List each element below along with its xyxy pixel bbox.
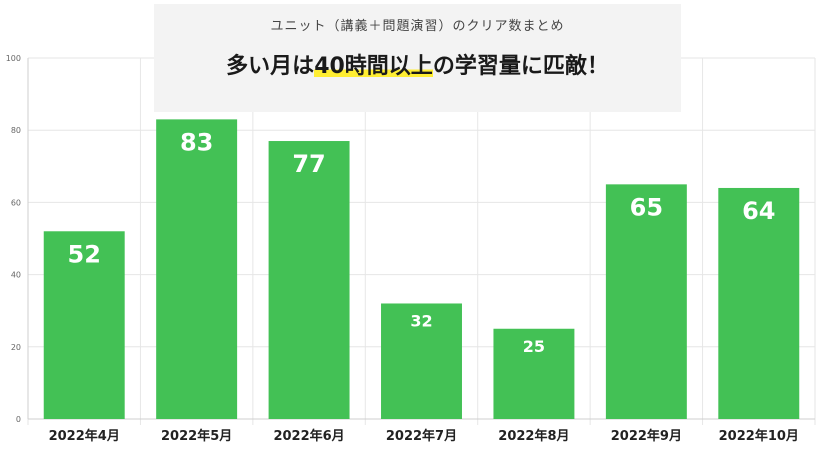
data-label: 83 xyxy=(180,128,213,156)
bar xyxy=(718,187,800,419)
bar xyxy=(381,303,462,419)
data-label: 77 xyxy=(292,150,325,178)
y-tick-label: 40 xyxy=(11,271,21,280)
x-tick-label: 2022年8月 xyxy=(498,428,569,444)
bar xyxy=(156,119,238,420)
chart-title-part-1: 多い月は xyxy=(226,54,315,79)
chart-title-box: ユニット（講義＋問題演習）のクリア数まとめ 多い月は40時間以上の学習量に匹敵！ xyxy=(154,4,681,112)
x-tick-label: 2022年6月 xyxy=(273,428,344,444)
y-tick-label: 20 xyxy=(11,343,21,352)
x-tick-label: 2022年7月 xyxy=(386,428,457,444)
chart-title: 多い月は40時間以上の学習量に匹敵！ xyxy=(154,48,681,80)
data-label: 65 xyxy=(630,193,663,221)
x-tick-label: 2022年5月 xyxy=(161,428,232,444)
bar xyxy=(605,184,687,419)
data-label: 52 xyxy=(68,240,101,268)
x-tick-label: 2022年10月 xyxy=(719,428,799,444)
x-tick-label: 2022年9月 xyxy=(611,428,682,444)
data-label: 32 xyxy=(410,311,432,330)
y-tick-label: 0 xyxy=(16,415,21,424)
y-tick-label: 60 xyxy=(11,198,21,207)
chart-title-highlight: 40時間以上 xyxy=(314,54,433,79)
data-label: 25 xyxy=(523,337,545,356)
bar xyxy=(43,231,125,419)
y-tick-label: 100 xyxy=(6,54,21,63)
x-tick-label: 2022年4月 xyxy=(49,428,120,444)
y-tick-label: 80 xyxy=(11,126,21,135)
bar xyxy=(268,141,350,419)
chart-title-part-2: の学習量に匹敵！ xyxy=(432,54,609,79)
chart-subtitle: ユニット（講義＋問題演習）のクリア数まとめ xyxy=(270,19,565,34)
bar xyxy=(493,328,575,419)
data-label: 64 xyxy=(742,197,775,225)
